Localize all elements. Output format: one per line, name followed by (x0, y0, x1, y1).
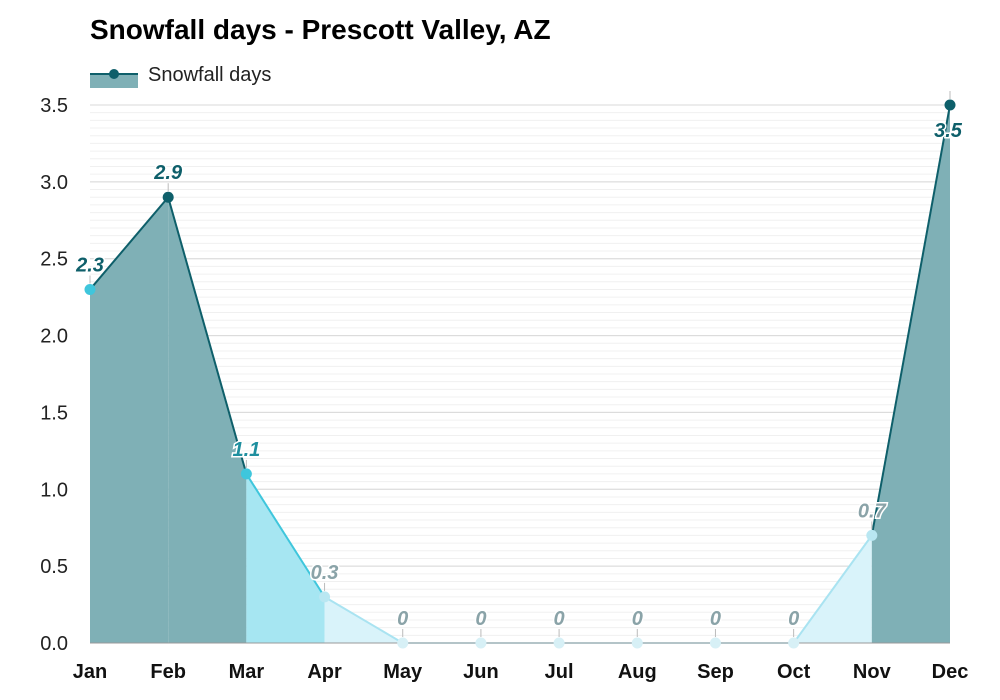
legend-swatch-icon (90, 62, 138, 88)
x-tick-label: Nov (853, 661, 892, 683)
area-segment (246, 473, 325, 643)
x-tick-label: Mar (229, 661, 265, 683)
data-point (319, 591, 331, 603)
data-label: 0.7 (858, 500, 887, 522)
data-label: 0 (788, 608, 799, 630)
data-label: 0 (632, 608, 643, 630)
data-point (944, 99, 956, 111)
data-point (397, 637, 409, 649)
chart-title: Snowfall days - Prescott Valley, AZ (90, 14, 551, 45)
data-point (631, 637, 643, 649)
series-line (167, 196, 248, 475)
y-tick-label: 1.5 (40, 402, 68, 424)
series-line (89, 196, 169, 291)
data-point (84, 283, 96, 295)
x-tick-label: Jan (73, 661, 107, 683)
data-point (709, 637, 721, 649)
data-label: 3.5 (934, 120, 963, 142)
data-point (553, 637, 565, 649)
x-tick-label: Feb (150, 661, 186, 683)
y-tick-label: 2.0 (40, 326, 68, 348)
series-line (245, 473, 326, 598)
area-segment (168, 197, 247, 643)
data-label: 0 (554, 608, 565, 630)
data-point (475, 637, 487, 649)
y-tick-label: 0.0 (40, 633, 68, 655)
data-label: 0 (710, 608, 721, 630)
data-label: 1.1 (232, 439, 260, 461)
data-point (162, 191, 174, 203)
x-tick-label: Sep (697, 661, 734, 683)
data-point (866, 529, 878, 541)
series-line (870, 104, 951, 536)
x-tick-label: Aug (618, 661, 657, 683)
x-tick-label: Apr (307, 661, 342, 683)
y-tick-label: 1.0 (40, 479, 68, 501)
x-tick-label: May (383, 661, 423, 683)
x-tick-label: Dec (932, 661, 969, 683)
data-point (788, 637, 800, 649)
series-line (324, 596, 404, 644)
y-tick-label: 2.5 (40, 249, 68, 271)
area-segment (871, 105, 950, 643)
series-line (792, 534, 873, 644)
area-segment (90, 197, 169, 643)
data-label: 0 (397, 608, 408, 630)
data-label: 2.9 (153, 162, 183, 184)
legend[interactable]: Snowfall days (90, 62, 271, 88)
y-tick-label: 3.0 (40, 172, 68, 194)
x-tick-label: Jul (545, 661, 574, 683)
x-tick-label: Jun (463, 661, 499, 683)
data-point (240, 468, 252, 480)
y-tick-label: 0.5 (40, 556, 68, 578)
data-label: 2.3 (75, 254, 104, 276)
data-label: 0 (475, 608, 486, 630)
y-tick-label: 3.5 (40, 95, 68, 117)
x-tick-label: Oct (777, 661, 811, 683)
data-label: 0.3 (311, 562, 339, 584)
legend-label: Snowfall days (148, 63, 272, 86)
